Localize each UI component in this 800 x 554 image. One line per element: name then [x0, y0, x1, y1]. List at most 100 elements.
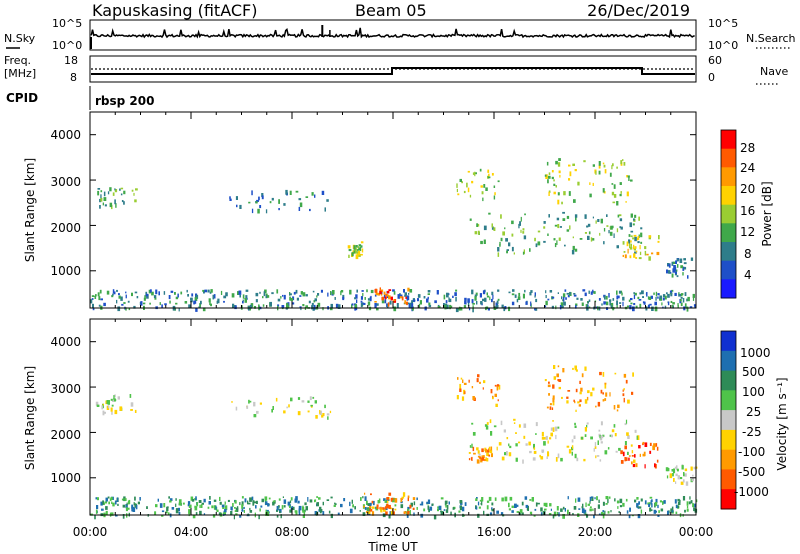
- heat-cell: [385, 511, 388, 515]
- heat-cell: [627, 399, 630, 404]
- heat-cell: [613, 194, 617, 198]
- heat-cell: [481, 448, 484, 453]
- heat-cell: [125, 294, 127, 299]
- heat-cell: [541, 431, 544, 436]
- heat-cell: [298, 198, 302, 201]
- heat-cell: [694, 304, 696, 308]
- heat-cell: [592, 216, 594, 219]
- heat-cell: [552, 420, 554, 422]
- heat-cell: [318, 497, 321, 500]
- heat-cell: [253, 414, 257, 418]
- heat-cell: [581, 302, 584, 306]
- nsky-line: [90, 27, 695, 39]
- heat-cell: [118, 293, 120, 296]
- heat-cell: [187, 294, 189, 297]
- heat-cell: [133, 192, 135, 196]
- heat-cell: [248, 399, 250, 404]
- heat-cell: [682, 266, 685, 271]
- heat-cell: [546, 406, 549, 409]
- heat-cell: [578, 404, 581, 407]
- heat-cell: [145, 293, 149, 297]
- heat-cell: [258, 304, 260, 308]
- heat-cell: [476, 301, 478, 305]
- heat-cell: [491, 502, 494, 506]
- heat-cell: [546, 456, 548, 459]
- heat-cell: [571, 445, 574, 449]
- heat-cell: [513, 418, 516, 421]
- heat-cell: [555, 185, 557, 188]
- heat-cell: [96, 404, 100, 407]
- colorbar-segment: [721, 260, 736, 280]
- heat-cell: [251, 190, 253, 196]
- heat-cell: [265, 509, 267, 515]
- heat-cell: [131, 189, 134, 192]
- heat-cell: [401, 296, 404, 301]
- heat-cell: [319, 506, 322, 511]
- heat-cell: [269, 301, 272, 307]
- heat-cell: [622, 502, 625, 507]
- heat-cell: [569, 171, 572, 177]
- heat-cell: [403, 511, 407, 514]
- heat-cell: [500, 237, 503, 242]
- heat-cell: [600, 435, 604, 439]
- heat-cell: [603, 241, 605, 245]
- heat-cell: [562, 514, 565, 519]
- heat-cell: [636, 497, 639, 500]
- heat-cell: [450, 511, 452, 515]
- heat-cell: [620, 460, 624, 464]
- heat-cell: [312, 307, 315, 311]
- heat-cell: [515, 432, 517, 434]
- heat-cell: [626, 241, 629, 247]
- heat-cell: [686, 307, 689, 312]
- heat-cell: [590, 237, 593, 242]
- heat-cell: [535, 298, 538, 303]
- heat-cell: [110, 398, 113, 401]
- heat-cell: [460, 377, 463, 380]
- heat-cell: [595, 170, 597, 175]
- heat-cell: [278, 199, 280, 204]
- colorbar-segment: [721, 469, 736, 490]
- heat-cell: [514, 294, 517, 298]
- heat-cell: [459, 500, 463, 504]
- heat-cell: [491, 223, 493, 228]
- heat-cell: [245, 295, 248, 300]
- heat-cell: [207, 506, 210, 509]
- heat-cell: [671, 289, 674, 292]
- heat-cell: [623, 388, 625, 391]
- heat-cell: [319, 510, 322, 514]
- heat-cell: [508, 502, 510, 508]
- heat-cell: [628, 234, 631, 237]
- heat-cell: [496, 386, 499, 391]
- heat-cell: [337, 512, 340, 515]
- heat-cell: [213, 505, 217, 510]
- heat-cell: [114, 189, 118, 193]
- heat-cell: [486, 292, 488, 296]
- heat-cell: [358, 250, 361, 256]
- heat-cell: [683, 472, 685, 475]
- heat-cell: [497, 399, 499, 402]
- heat-cell: [477, 455, 481, 458]
- heat-cell: [633, 253, 636, 258]
- heat-cell: [624, 457, 627, 462]
- heat-cell: [164, 303, 167, 306]
- heat-cell: [619, 193, 622, 197]
- heat-cell: [534, 308, 536, 311]
- heat-cell: [436, 290, 439, 295]
- heat-cell: [386, 503, 389, 509]
- heat-cell: [675, 504, 678, 509]
- heat-cell: [393, 291, 396, 295]
- heat-cell: [261, 498, 264, 503]
- heat-cell: [272, 501, 275, 506]
- heat-cell: [462, 379, 464, 383]
- heat-cell: [692, 503, 694, 508]
- heat-cell: [469, 445, 472, 448]
- heat-cell: [322, 511, 325, 516]
- heat-cell: [489, 419, 492, 424]
- heat-cell: [258, 196, 260, 201]
- heat-cell: [575, 305, 577, 309]
- heat-cell: [235, 406, 238, 411]
- heat-cell: [655, 297, 657, 301]
- heat-cell: [330, 303, 333, 308]
- heat-cell: [412, 497, 416, 500]
- heat-cell: [569, 291, 571, 295]
